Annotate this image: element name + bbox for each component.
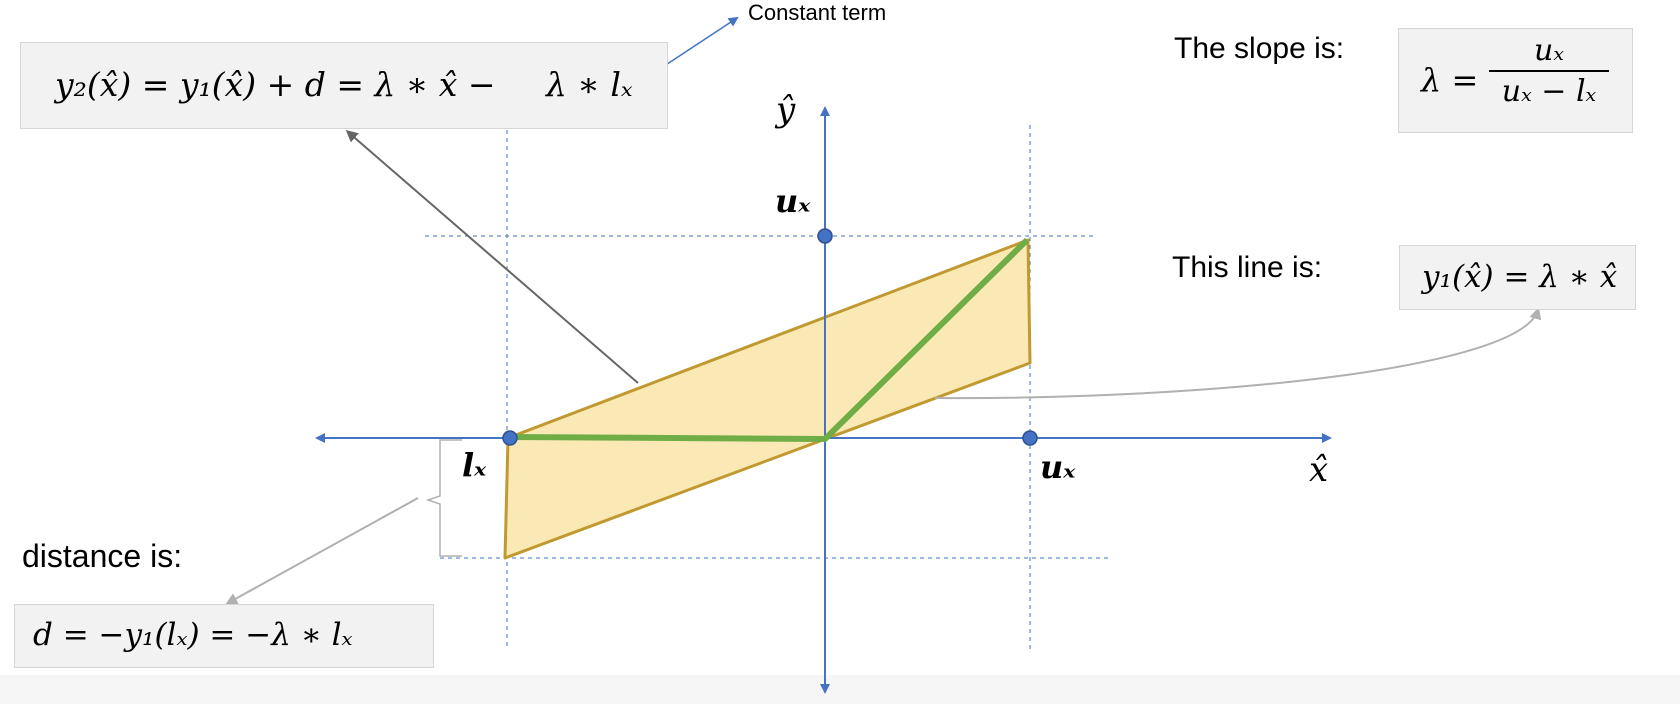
distance-equation-box: d = −y₁(lₓ) = −λ ∗ lₓ (14, 604, 434, 668)
guide-lines (425, 125, 1110, 650)
slope-fraction-bar (1489, 70, 1609, 72)
slope-fraction: uₓ uₓ − lₓ (1489, 33, 1609, 109)
y2-equation-box: y₂(x̂) = y₁(x̂) + d = λ ∗ x̂ − λ ∗ lₓ (20, 42, 668, 129)
point-lx (502, 430, 518, 446)
point-ux-x (1022, 430, 1038, 446)
point-ux-y (817, 228, 833, 244)
slope-label: The slope is: (1174, 32, 1345, 65)
bottom-band (0, 675, 1680, 704)
y-axis-label: ŷ (776, 90, 796, 130)
distance-brace (425, 439, 462, 557)
slope-numerator: uₓ (1534, 33, 1564, 68)
arrow-to-y2-equation (345, 130, 639, 384)
distance-label: distance is: (22, 538, 183, 574)
relu-line (507, 237, 1030, 442)
distance-equation: d = −y₁(lₓ) = −λ ∗ lₓ (33, 617, 353, 653)
constant-term-label: Constant term (748, 0, 887, 25)
line-equation-box: y₁(x̂) = λ ∗ x̂ (1399, 245, 1636, 310)
arrow-to-distance-equation (225, 497, 419, 605)
ux-y-label: uₓ (775, 182, 811, 220)
ux-x-label: uₓ (1040, 448, 1076, 486)
y2-equation: y₂(x̂) = y₁(x̂) + d = λ ∗ x̂ − (55, 65, 496, 104)
line-equation: y₁(x̂) = λ ∗ x̂ (1422, 259, 1618, 295)
slope-denominator: uₓ − lₓ (1501, 74, 1597, 109)
y2-constant-term: λ ∗ lₓ (546, 65, 633, 104)
relaxation-region (503, 238, 1032, 560)
lx-label: lₓ (462, 446, 487, 484)
arrow-to-line-equation (934, 307, 1542, 400)
line-label: This line is: (1172, 251, 1323, 284)
x-axis-label: x̂ (1309, 450, 1329, 490)
slope-lambda: λ = (1421, 61, 1479, 99)
slope-equation-box: λ = uₓ uₓ − lₓ (1398, 28, 1633, 133)
